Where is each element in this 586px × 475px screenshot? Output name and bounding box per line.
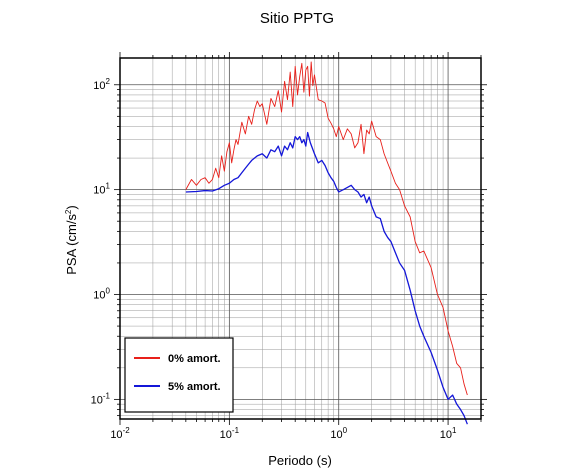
x-tick-label-0: 10-2 — [110, 426, 130, 441]
x-tick-label-exp: -2 — [123, 426, 131, 435]
x-tick-label-3: 101 — [440, 426, 457, 441]
series-layer — [185, 61, 468, 425]
x-tick-label-base: 10 — [220, 429, 232, 441]
y-tick-label-exp: -1 — [103, 391, 111, 400]
x-axis-label: Periodo (s) — [268, 453, 332, 468]
legend-box — [124, 337, 234, 413]
y-tick-label-3: 102 — [93, 77, 110, 92]
series-line-1 — [185, 131, 468, 425]
series-line-0 — [185, 61, 468, 396]
plot-frame — [119, 57, 482, 420]
y-axis-label-exp: 2 — [64, 209, 73, 214]
y-tick-label-2: 101 — [93, 182, 110, 197]
y-tick-label-0: 10-1 — [91, 391, 111, 406]
x-tick-label-exp: 0 — [343, 426, 348, 435]
y-tick-label-base: 10 — [91, 394, 103, 406]
y-axis-label-tail: ) — [64, 205, 79, 209]
y-tick-label-exp: 2 — [106, 77, 111, 86]
x-tick-label-exp: -1 — [232, 426, 240, 435]
y-tick-label-base: 10 — [93, 80, 105, 92]
y-tick-label-exp: 0 — [106, 287, 111, 296]
legend-label-1: 5% amort. — [168, 381, 221, 393]
y-axis-label: PSA (cm/s2) — [64, 205, 79, 274]
axis-ticks — [114, 52, 487, 425]
legend: 0% amort. 5% amort. — [124, 337, 234, 413]
y-tick-label-1: 100 — [93, 287, 110, 302]
x-tick-label-2: 100 — [330, 426, 347, 441]
x-tick-label-exp: 1 — [452, 426, 457, 435]
chart-title: Sitio PPTG — [260, 10, 334, 27]
x-tick-label-base: 10 — [440, 429, 452, 441]
y-axis-label-main: PSA (cm/s — [64, 214, 79, 275]
y-tick-label-exp: 1 — [106, 182, 111, 191]
x-tick-label-base: 10 — [110, 429, 122, 441]
x-tick-labels: 10-2 10-1 100 101 — [110, 426, 457, 441]
x-tick-label-1: 10-1 — [220, 426, 240, 441]
legend-label-0: 0% amort. — [168, 353, 221, 365]
x-tick-label-base: 10 — [330, 429, 342, 441]
y-tick-label-base: 10 — [93, 290, 105, 302]
y-tick-label-base: 10 — [93, 185, 105, 197]
